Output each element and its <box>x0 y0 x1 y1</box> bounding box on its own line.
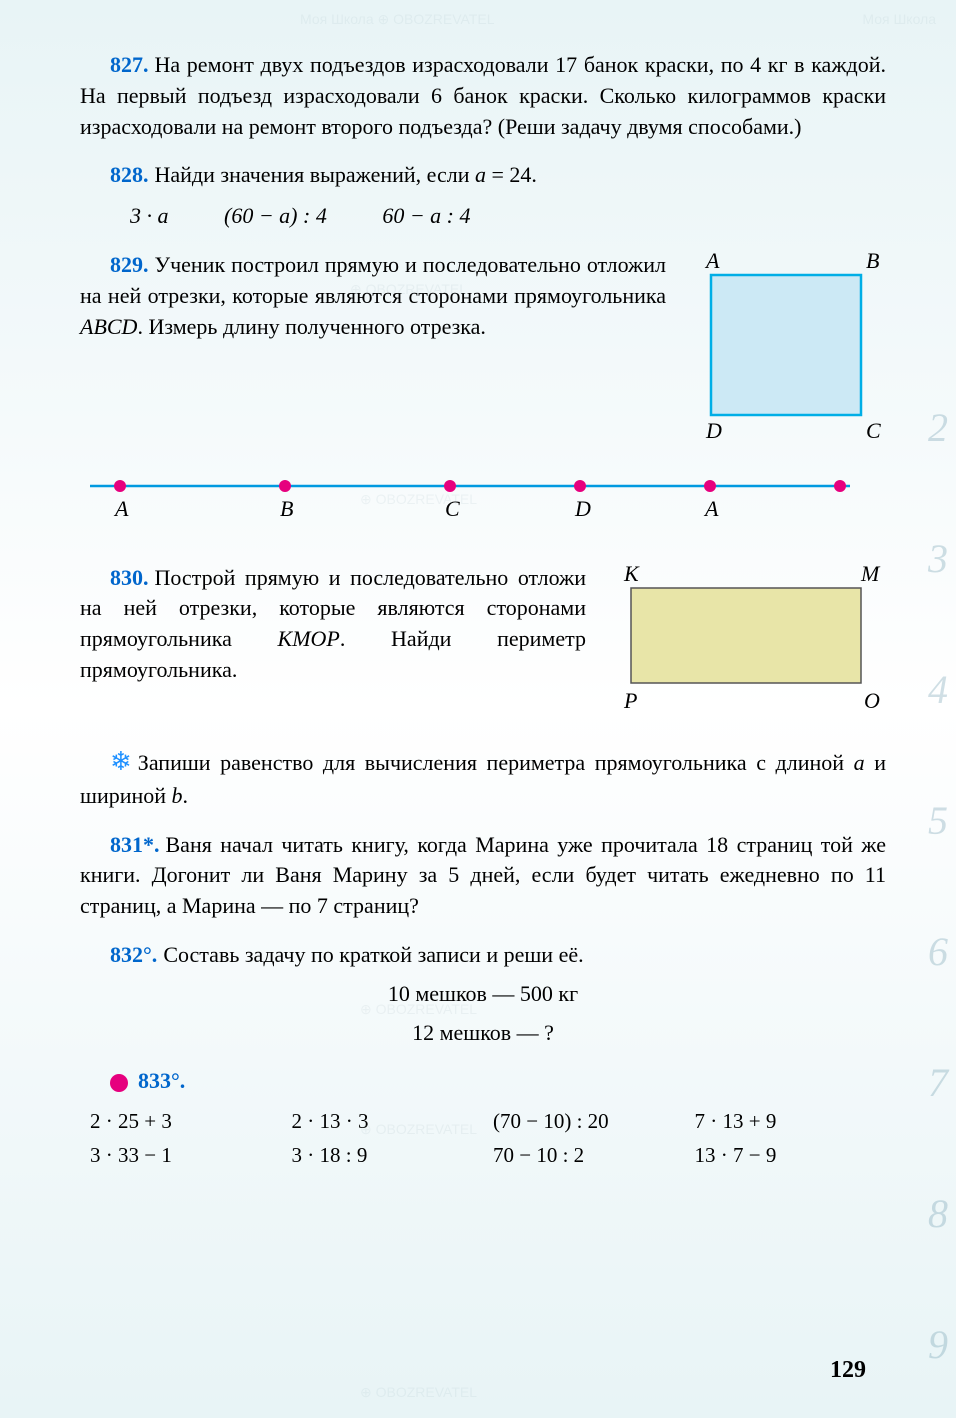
problem-number: 832°. <box>110 942 157 967</box>
problem-833: 833°. 2 · 25 + 3 2 · 13 · 3 (70 − 10) : … <box>80 1066 886 1170</box>
pink-dot-icon <box>110 1074 128 1092</box>
snowflake-icon: ❄ <box>110 747 132 776</box>
vertex-label-d: D <box>705 418 722 443</box>
margin-digit: 6 <box>928 924 948 980</box>
problem-number: 827. <box>110 52 149 77</box>
expression: 60 − a : 4 <box>382 203 470 228</box>
square-shape <box>711 275 861 415</box>
expression: 3 · a <box>130 203 169 228</box>
line-point <box>704 480 716 492</box>
problem-829: 829.Ученик построил прямую и последовате… <box>80 250 886 538</box>
line-label: A <box>113 496 129 521</box>
margin-digit: 7 <box>928 1055 948 1111</box>
problem-text: Составь задачу по краткой записи и реши … <box>163 942 583 967</box>
problem-text: Ваня начал читать книгу, когда Марина уж… <box>80 832 886 919</box>
expression: (70 − 10) : 20 <box>493 1107 675 1136</box>
problem-828: 828.Найди значения выражений, если a = 2… <box>80 160 886 232</box>
vertex-label-p: P <box>623 688 637 713</box>
expression-grid: 2 · 25 + 3 2 · 13 · 3 (70 − 10) : 20 7 ·… <box>90 1107 876 1170</box>
line-point <box>574 480 586 492</box>
line-label: C <box>445 496 460 521</box>
margin-digit: 4 <box>928 662 948 718</box>
line-label: A <box>703 496 719 521</box>
watermark: Моя Школа ⊕ OBOZREVATEL <box>300 10 495 30</box>
expression: 7 · 13 + 9 <box>695 1107 877 1136</box>
problem-text: Найди значения выражений, если <box>155 162 476 187</box>
number-line: A B C D A <box>80 474 886 538</box>
problem-number: 830. <box>110 565 149 590</box>
margin-digit: 9 <box>928 1317 948 1373</box>
problem-text: Ученик построил прямую и последовательно… <box>80 252 666 308</box>
variable-a: a <box>475 162 486 187</box>
vertex-label-c: C <box>866 418 881 443</box>
line-point <box>444 480 456 492</box>
problem-832: 832°.Составь задачу по краткой записи и … <box>80 940 886 1048</box>
problem-number: 831*. <box>110 832 160 857</box>
snowflake-task: ❄Запиши равенство для вычисления перимет… <box>80 744 886 811</box>
vertex-label-m: M <box>860 563 881 586</box>
line-label: B <box>280 496 293 521</box>
line-point <box>834 480 846 492</box>
vertex-label-a: A <box>704 250 720 273</box>
expression: 70 − 10 : 2 <box>493 1141 675 1170</box>
problem-830: 830.Построй прямую и последовательно отл… <box>80 563 886 727</box>
snow-end: . <box>183 783 189 808</box>
vertex-label-b: B <box>866 250 879 273</box>
problem-number: 828. <box>110 162 149 187</box>
expression: 2 · 25 + 3 <box>90 1107 272 1136</box>
expression: 2 · 13 · 3 <box>292 1107 474 1136</box>
figure-name: KMOP <box>278 626 340 651</box>
short-record-line1: 10 мешков — 500 кг <box>80 979 886 1010</box>
snow-text: Запиши равенство для вычисления периметр… <box>138 750 854 775</box>
page-number: 129 <box>830 1354 866 1388</box>
problem-text-2: . Измерь длину полученного отрезка. <box>137 314 485 339</box>
problem-number: 829. <box>110 252 149 277</box>
vertex-label-k: K <box>623 563 640 586</box>
margin-digit: 8 <box>928 1186 948 1242</box>
watermark: Моя Школа <box>862 10 936 30</box>
short-record-line2: 12 мешков — ? <box>80 1018 886 1049</box>
watermark: ⊕ OBOZREVATEL <box>360 1383 477 1403</box>
rectangle-shape <box>631 588 861 683</box>
rectangle-figure: K M P O <box>606 563 886 727</box>
expression-row: 3 · a (60 − a) : 4 60 − a : 4 <box>130 201 886 232</box>
problem-827: 827.На ремонт двух подъездов израсходова… <box>80 50 886 142</box>
figure-name: ABCD <box>80 314 137 339</box>
expression: (60 − a) : 4 <box>224 203 327 228</box>
line-point <box>114 480 126 492</box>
margin-digit: 3 <box>928 531 948 587</box>
line-point <box>279 480 291 492</box>
line-label: D <box>574 496 591 521</box>
expression: 3 · 18 : 9 <box>292 1141 474 1170</box>
problem-831: 831*.Ваня начал читать книгу, когда Мари… <box>80 830 886 922</box>
margin-digit: 2 <box>928 400 948 456</box>
square-figure: A B D C <box>686 250 886 454</box>
problem-text: На ремонт двух подъездов израсходовали 1… <box>80 52 886 139</box>
vertex-label-o: O <box>864 688 880 713</box>
expression: 13 · 7 − 9 <box>695 1141 877 1170</box>
expression: 3 · 33 − 1 <box>90 1141 272 1170</box>
side-margin-digits: 2 3 4 5 6 7 8 9 <box>928 400 948 1373</box>
condition-rest: = 24. <box>486 162 537 187</box>
margin-digit: 5 <box>928 793 948 849</box>
variable-a: a <box>854 750 865 775</box>
problem-number: 833°. <box>138 1068 185 1093</box>
variable-b: b <box>172 783 183 808</box>
